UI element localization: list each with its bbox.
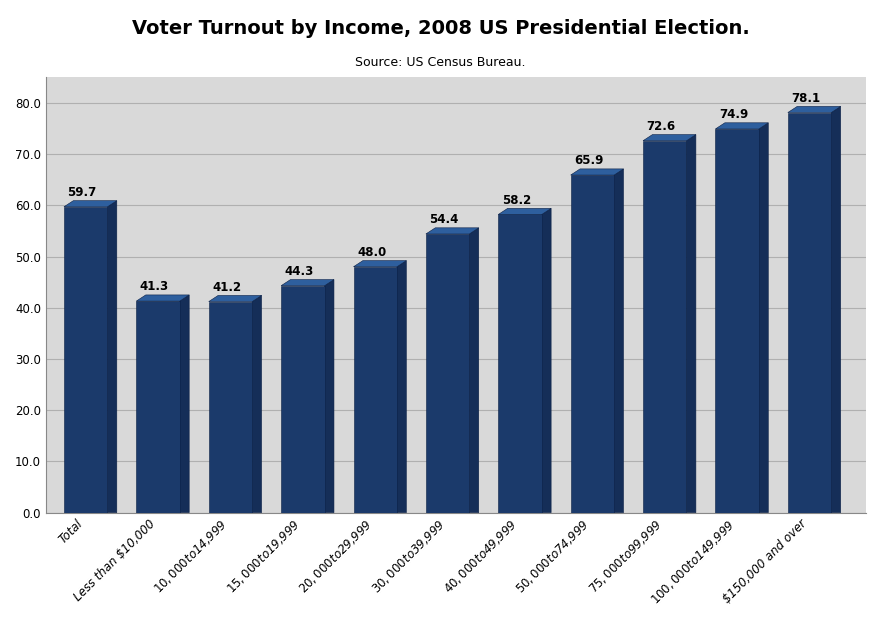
Polygon shape xyxy=(686,134,696,513)
Polygon shape xyxy=(715,123,768,129)
Polygon shape xyxy=(252,295,262,513)
Bar xyxy=(64,207,107,513)
Polygon shape xyxy=(759,123,768,513)
Bar xyxy=(571,175,614,513)
Polygon shape xyxy=(643,134,696,141)
Text: 41.2: 41.2 xyxy=(212,281,241,294)
Polygon shape xyxy=(397,261,406,513)
Text: 78.1: 78.1 xyxy=(791,92,820,105)
Polygon shape xyxy=(324,279,334,513)
Polygon shape xyxy=(832,106,840,513)
Polygon shape xyxy=(571,169,624,175)
Bar xyxy=(426,234,470,513)
Bar xyxy=(353,267,397,513)
Bar xyxy=(499,215,542,513)
Polygon shape xyxy=(614,169,624,513)
Polygon shape xyxy=(499,208,552,215)
Text: 72.6: 72.6 xyxy=(647,120,676,133)
Polygon shape xyxy=(542,208,552,513)
Polygon shape xyxy=(180,295,189,513)
Bar xyxy=(788,113,832,513)
Text: Voter Turnout by Income, 2008 US Presidential Election.: Voter Turnout by Income, 2008 US Preside… xyxy=(131,19,750,38)
Polygon shape xyxy=(353,261,406,267)
Text: 74.9: 74.9 xyxy=(719,108,748,121)
Text: 54.4: 54.4 xyxy=(429,213,459,226)
Bar xyxy=(643,141,686,513)
Polygon shape xyxy=(281,279,334,285)
Text: 41.3: 41.3 xyxy=(140,281,169,294)
Text: Source: US Census Bureau.: Source: US Census Bureau. xyxy=(355,56,526,69)
Polygon shape xyxy=(107,201,117,513)
Polygon shape xyxy=(64,201,117,207)
Polygon shape xyxy=(470,228,478,513)
Bar xyxy=(137,301,180,513)
Polygon shape xyxy=(209,295,262,302)
Polygon shape xyxy=(137,295,189,301)
Text: 58.2: 58.2 xyxy=(502,194,531,207)
Bar xyxy=(209,302,252,513)
Polygon shape xyxy=(426,228,478,234)
Polygon shape xyxy=(788,106,840,113)
Text: 65.9: 65.9 xyxy=(574,154,603,167)
Bar xyxy=(281,285,324,513)
Bar xyxy=(715,129,759,513)
Text: 44.3: 44.3 xyxy=(285,265,314,278)
Text: 59.7: 59.7 xyxy=(68,186,97,199)
Text: 48.0: 48.0 xyxy=(357,246,386,259)
